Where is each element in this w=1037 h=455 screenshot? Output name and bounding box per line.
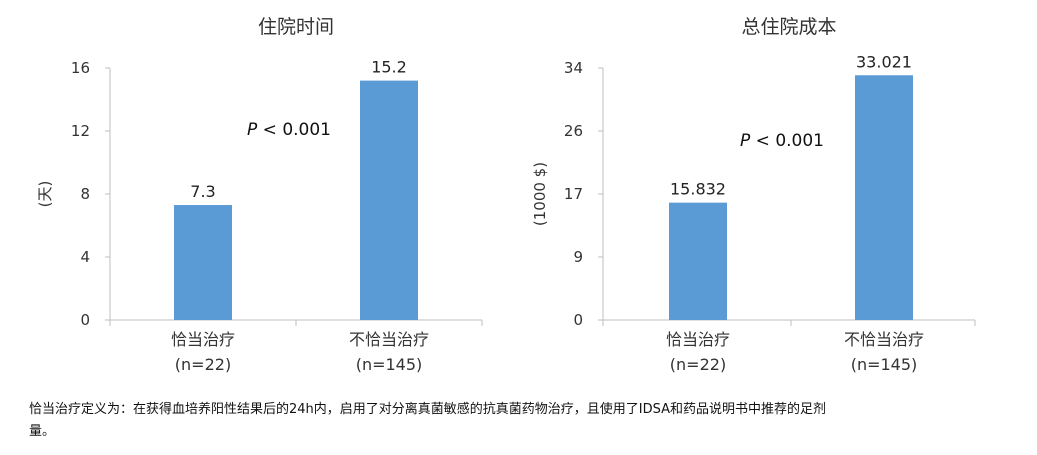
y-tick-label: 34 — [564, 59, 583, 77]
p-value-text: < 0.001 — [750, 131, 824, 151]
y-tick-label: 12 — [71, 122, 90, 140]
category-sublabel: (n=145) — [356, 355, 423, 374]
category-sublabel: (n=22) — [670, 355, 726, 374]
y-tick-label: 0 — [573, 311, 583, 329]
y-tick-label: 0 — [80, 311, 90, 329]
y-tick-label: 8 — [80, 185, 90, 203]
chart-title: 总住院成本 — [741, 16, 836, 38]
footnote: 恰当治疗定义为：在获得血培养阳性结果后的24h内，启用了对分离真菌敏感的抗真菌药… — [29, 399, 1004, 443]
footnote-line-1: 恰当治疗定义为：在获得血培养阳性结果后的24h内，启用了对分离真菌敏感的抗真菌药… — [29, 402, 827, 417]
bar-value-label: 33.021 — [856, 52, 912, 71]
p-symbol: P — [247, 120, 258, 140]
y-tick-label: 9 — [573, 248, 583, 266]
chart-title: 住院时间 — [258, 16, 334, 38]
y-tick-label: 26 — [564, 122, 583, 140]
y-axis-label: (1000 $) — [531, 162, 549, 226]
bar-value-label: 15.2 — [371, 58, 407, 77]
category-label: 恰当治疗 — [666, 330, 730, 349]
p-value-annotation: P < 0.001 — [247, 120, 331, 140]
category-label: 不恰当治疗 — [349, 330, 429, 349]
bar-2 — [855, 75, 913, 320]
p-symbol: P — [740, 131, 751, 151]
y-tick-label: 16 — [71, 59, 90, 77]
p-value-annotation: P < 0.001 — [740, 131, 824, 151]
category-sublabel: (n=22) — [175, 355, 231, 374]
p-value-text: < 0.001 — [257, 120, 331, 140]
bar-1 — [174, 205, 232, 320]
bar-1 — [669, 202, 727, 320]
chart-2: 总住院成本 0 9 17 26 34 (1000 $) 15.832 恰当治疗 (n=22) 33.… — [531, 16, 976, 374]
y-tick-label: 17 — [564, 185, 583, 203]
category-label: 恰当治疗 — [171, 330, 235, 349]
y-axis-label: (天) — [36, 181, 54, 208]
bar-value-label: 7.3 — [190, 182, 215, 201]
charts-area: 住院时间 0 4 8 12 16 (天) 7.3 恰当治疗 (n=22) 15.2 不恰当治疗 (n=1… — [36, 16, 976, 374]
chart-1: 住院时间 0 4 8 12 16 (天) 7.3 恰当治疗 (n=22) 15.2 不恰当治疗 (n=1… — [36, 16, 483, 374]
footnote-line-2: 量。 — [29, 424, 56, 439]
category-sublabel: (n=145) — [851, 355, 918, 374]
category-label: 不恰当治疗 — [844, 330, 924, 349]
bar-value-label: 15.832 — [670, 180, 726, 199]
y-tick-label: 4 — [80, 248, 90, 266]
bar-2 — [360, 80, 418, 320]
